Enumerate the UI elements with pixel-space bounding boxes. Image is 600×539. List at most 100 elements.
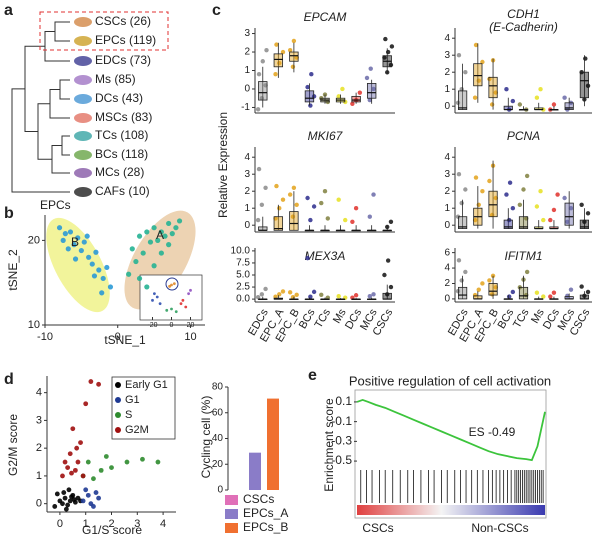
point (184, 305, 188, 309)
box (473, 63, 483, 87)
y-tick-label: 0.0 (236, 294, 250, 305)
box (273, 53, 284, 68)
inset-frame (139, 274, 203, 321)
point (583, 56, 588, 61)
point (367, 97, 372, 103)
point (463, 269, 468, 275)
point (487, 178, 492, 184)
point (162, 233, 168, 239)
point (147, 239, 154, 245)
y-axis-label: Cycling cell (%) (199, 396, 213, 479)
point (510, 98, 516, 104)
point (255, 107, 261, 112)
point (189, 288, 192, 292)
point (382, 272, 387, 278)
point (69, 470, 74, 476)
point (579, 202, 584, 207)
point (263, 286, 268, 292)
point (521, 187, 526, 192)
point (67, 451, 73, 457)
point (85, 459, 91, 465)
point (75, 235, 81, 241)
point (459, 200, 464, 206)
point (585, 211, 591, 216)
point (534, 204, 540, 209)
legend-label: CSCs (243, 492, 274, 506)
point (456, 172, 462, 177)
cell-icon (74, 75, 92, 85)
point (551, 207, 557, 213)
point (585, 289, 591, 295)
point (62, 495, 68, 501)
point (517, 202, 523, 207)
legend-swatch (225, 509, 238, 519)
point (343, 217, 348, 223)
y-tick-label: 3 (36, 414, 42, 426)
y-tick-label: 2 (444, 278, 450, 289)
leaf-label: Ms (85) (95, 72, 136, 86)
y-tick-label: 7.5 (236, 258, 250, 269)
point (473, 42, 479, 48)
x-tick-label: 10 (184, 331, 196, 343)
point (166, 242, 172, 248)
point (507, 180, 513, 185)
point (274, 183, 279, 189)
box (458, 286, 468, 300)
point (489, 102, 495, 107)
point (385, 258, 391, 263)
point (140, 456, 145, 462)
point (61, 490, 67, 495)
box (382, 292, 392, 300)
annotation: ES -0.49 (469, 425, 516, 439)
rank-gradient (357, 505, 545, 515)
point (291, 38, 297, 44)
box (488, 190, 498, 218)
y-axis-label: tSNE_2 (6, 249, 20, 291)
point (85, 492, 91, 498)
point (562, 195, 567, 201)
point (524, 269, 530, 275)
point (340, 86, 345, 92)
point (69, 494, 74, 500)
box (518, 216, 529, 229)
y-tick-label: -0.3 (331, 434, 352, 448)
cell-icon (74, 168, 92, 178)
point (459, 278, 464, 283)
y-tick-label: 2 (444, 186, 450, 197)
point (290, 64, 296, 70)
point (255, 294, 261, 300)
point (456, 53, 462, 58)
point (144, 284, 150, 290)
point (91, 476, 96, 482)
legend-label: EPCs_A (243, 506, 288, 520)
point (541, 294, 546, 299)
inset-highlight (165, 277, 179, 291)
point (585, 83, 591, 89)
point (179, 302, 183, 306)
x-tick-label: -10 (37, 331, 53, 343)
point (165, 308, 169, 312)
leaf-label: TCs (108) (95, 128, 148, 142)
point (52, 504, 58, 509)
point (325, 216, 330, 221)
point (562, 95, 567, 100)
point (551, 102, 557, 107)
point (277, 292, 282, 297)
y-tick-label: 0 (444, 101, 450, 112)
point (98, 467, 104, 473)
point (476, 287, 481, 292)
point (274, 42, 279, 47)
point (60, 473, 65, 479)
point (172, 282, 176, 286)
point (96, 381, 101, 387)
point (367, 294, 372, 299)
chart-title: Positive regulation of cell activation (349, 373, 551, 388)
box (258, 81, 268, 101)
point (136, 275, 143, 282)
annotation: B (71, 235, 79, 249)
box (458, 216, 468, 229)
point (280, 197, 286, 202)
point (534, 290, 540, 295)
x-tick-label: BCs (297, 307, 318, 331)
point (311, 204, 317, 209)
